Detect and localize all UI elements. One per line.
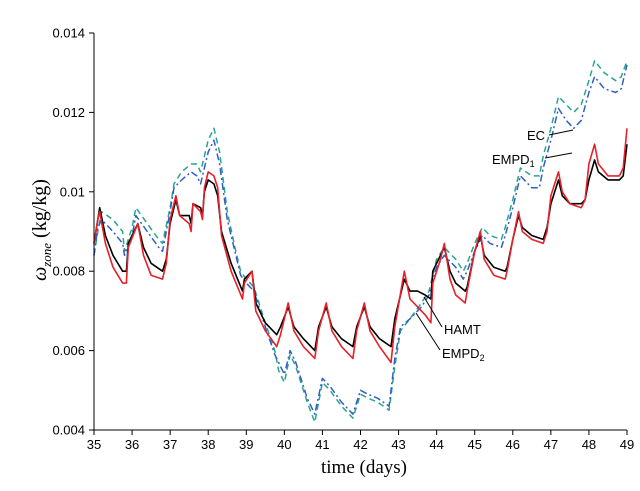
annotation-ec: EC <box>527 128 545 143</box>
x-tick-label: 46 <box>506 437 520 452</box>
annotation-empd2-leader <box>415 312 441 351</box>
annotation-layer: EC EMPD1 HAMT EMPD2 <box>415 128 574 363</box>
series-line-ec <box>93 60 628 423</box>
x-tick-label: 43 <box>391 437 405 452</box>
x-tick-label: 35 <box>87 437 101 452</box>
y-axis-label-subscript: zone <box>39 243 54 268</box>
y-axis-label-units: (kg/kg) <box>29 179 51 243</box>
y-tick-label: 0.014 <box>52 26 85 41</box>
y-tick-label: 0.01 <box>60 184 85 199</box>
x-tick-label: 44 <box>429 437 443 452</box>
x-tick-label: 45 <box>467 437 481 452</box>
x-tick-label: 41 <box>315 437 329 452</box>
x-tick-label: 48 <box>582 437 596 452</box>
annotation-empd1-leader <box>544 152 573 159</box>
x-tick-label: 42 <box>353 437 367 452</box>
x-tick-label: 36 <box>125 437 139 452</box>
y-axis-label: ωzone (kg/kg) <box>29 179 54 281</box>
y-tick-label: 0.004 <box>52 423 85 438</box>
annotation-hamt-leader <box>423 296 443 328</box>
axes-layer: 35 36 37 38 39 40 41 42 43 44 45 46 47 48 49 0.004 0.006… <box>52 26 634 453</box>
x-tick-label: 47 <box>544 437 558 452</box>
x-tick-label: 39 <box>239 437 253 452</box>
x-tick-label: 38 <box>201 437 215 452</box>
x-tick-label: 49 <box>620 437 634 452</box>
annotation-ec-leader <box>548 129 574 136</box>
annotation-empd1: EMPD1 <box>492 152 535 169</box>
x-tick-label: 40 <box>277 437 291 452</box>
y-tick-label: 0.012 <box>52 105 85 120</box>
y-axis-label-symbol: ω <box>29 267 51 281</box>
x-axis-label: time (days) <box>321 457 407 478</box>
y-tick-label: 0.006 <box>52 343 85 358</box>
y-tick-label: 0.008 <box>52 264 85 279</box>
series-layer <box>93 60 628 423</box>
series-line-empd1 <box>93 64 628 415</box>
x-tick-label: 37 <box>163 437 177 452</box>
annotation-empd2: EMPD2 <box>442 346 485 363</box>
series-line-empd2 <box>93 128 628 364</box>
annotation-hamt: HAMT <box>444 322 481 337</box>
